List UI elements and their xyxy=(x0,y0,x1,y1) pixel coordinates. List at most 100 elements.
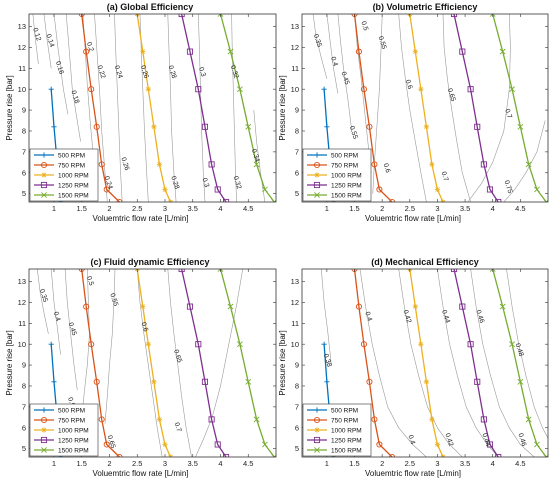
contour-label: 0.45 xyxy=(67,322,78,337)
y-tick-label: 11 xyxy=(18,64,26,73)
contour-label: 0.35 xyxy=(38,288,49,303)
series-point xyxy=(237,86,243,93)
x-tick-label: 4 xyxy=(218,204,222,213)
series-point xyxy=(355,48,362,55)
series-point xyxy=(434,186,441,193)
series-point xyxy=(543,454,548,457)
contour-line-0.16 xyxy=(53,14,69,115)
series-point xyxy=(83,48,90,55)
contour-line-0.45 xyxy=(64,269,78,391)
y-tick-label: 7 xyxy=(22,402,26,411)
legend-label: 1500 RPM xyxy=(58,192,89,199)
x-tick-label: 2 xyxy=(107,459,111,468)
series-point xyxy=(93,378,100,385)
series-point xyxy=(98,416,105,423)
contour-line-0.55 xyxy=(104,269,116,424)
y-tick-label: 6 xyxy=(295,423,299,432)
contour-label: 0.12 xyxy=(31,27,42,42)
legend: 500 RPM 750 RPM 1000 RPM 1250 RPM 1500 RPM xyxy=(29,403,99,457)
series-point xyxy=(261,186,268,193)
series-line-750-RPM xyxy=(353,269,393,457)
series-point xyxy=(93,123,100,130)
series-point xyxy=(366,378,373,385)
series-point xyxy=(467,341,474,348)
y-tick-label: 9 xyxy=(295,106,299,115)
series-point xyxy=(321,86,327,92)
legend-marker xyxy=(314,447,320,453)
series-point xyxy=(360,341,367,348)
series-point xyxy=(217,269,224,272)
x-tick-label: 3.5 xyxy=(188,459,198,468)
series-point xyxy=(429,161,435,167)
x-tick-label: 4 xyxy=(218,459,222,468)
contour-line-0.48 xyxy=(506,269,548,439)
x-tick-label: 2 xyxy=(107,204,111,213)
legend-marker xyxy=(314,152,320,158)
series-point xyxy=(98,161,105,168)
y-tick-label: 9 xyxy=(295,361,299,370)
series-point xyxy=(376,441,383,448)
series-point xyxy=(88,86,95,93)
contour-label: 0.14 xyxy=(44,33,55,48)
series-point xyxy=(459,48,466,55)
legend-label: 1250 RPM xyxy=(58,182,89,189)
series-point xyxy=(525,416,532,423)
series-point xyxy=(360,86,367,93)
series-point xyxy=(140,49,146,55)
x-axis-label: Voluemtric flow rate [L/min] xyxy=(92,214,188,223)
chart-title: (a) Global Efficiency xyxy=(107,2,194,12)
series-point xyxy=(186,48,194,55)
contour-label: 0.38 xyxy=(322,353,333,368)
contour-line-0.28 xyxy=(167,14,177,202)
y-tick-label: 11 xyxy=(291,319,299,328)
contour-label: 0.32 xyxy=(232,175,243,190)
contour-label: 0.22 xyxy=(96,65,107,80)
contour-label: 0.32 xyxy=(229,65,240,80)
x-tick-label: 4 xyxy=(491,459,495,468)
legend-marker xyxy=(40,436,48,444)
series-line-750-RPM xyxy=(353,14,393,202)
series-point xyxy=(51,124,57,130)
series-point xyxy=(418,341,424,347)
x-tick-label: 3.5 xyxy=(188,204,198,213)
contour-label: 0.65 xyxy=(172,349,183,364)
axis-box xyxy=(301,13,549,203)
series-point xyxy=(103,441,110,448)
y-axis-label: Pressure rise [bar] xyxy=(5,75,14,140)
contour-label: 0.4 xyxy=(406,434,416,445)
series-point xyxy=(474,123,481,130)
series-point xyxy=(543,199,548,202)
legend-marker xyxy=(314,172,320,178)
series-point xyxy=(261,441,268,448)
contour-line-0.6 xyxy=(398,14,427,202)
contour-label: 0.7 xyxy=(503,108,513,119)
legend-marker xyxy=(41,152,47,158)
contour-label: 0.26 xyxy=(119,157,130,172)
y-tick-label: 8 xyxy=(22,127,26,136)
y-tick-label: 10 xyxy=(291,340,299,349)
series-line-1250-RPM xyxy=(180,269,227,457)
series-point xyxy=(103,186,110,193)
contour-group xyxy=(321,269,548,457)
contour-label: 0.24 xyxy=(113,65,124,80)
contour-label: 0.46 xyxy=(516,432,527,447)
series-point xyxy=(208,161,215,168)
contour-line-0.22 xyxy=(94,14,108,202)
legend-label: 1500 RPM xyxy=(331,447,362,454)
series-group xyxy=(48,269,276,457)
contour-line-0.7 xyxy=(467,14,511,202)
contour-label: 0.24 xyxy=(103,175,114,190)
contour-label: 0.42 xyxy=(443,432,454,447)
series-point xyxy=(178,14,185,18)
y-tick-label: 10 xyxy=(18,340,26,349)
series-point xyxy=(480,416,487,423)
series-point xyxy=(489,269,496,272)
contour-line-0.4 xyxy=(359,269,427,457)
series-point xyxy=(412,49,418,55)
y-tick-label: 5 xyxy=(22,444,26,453)
series-point xyxy=(271,454,276,457)
x-tick-label: 4.5 xyxy=(243,204,253,213)
y-tick-label: 7 xyxy=(295,402,299,411)
legend-label: 500 RPM xyxy=(58,152,85,159)
